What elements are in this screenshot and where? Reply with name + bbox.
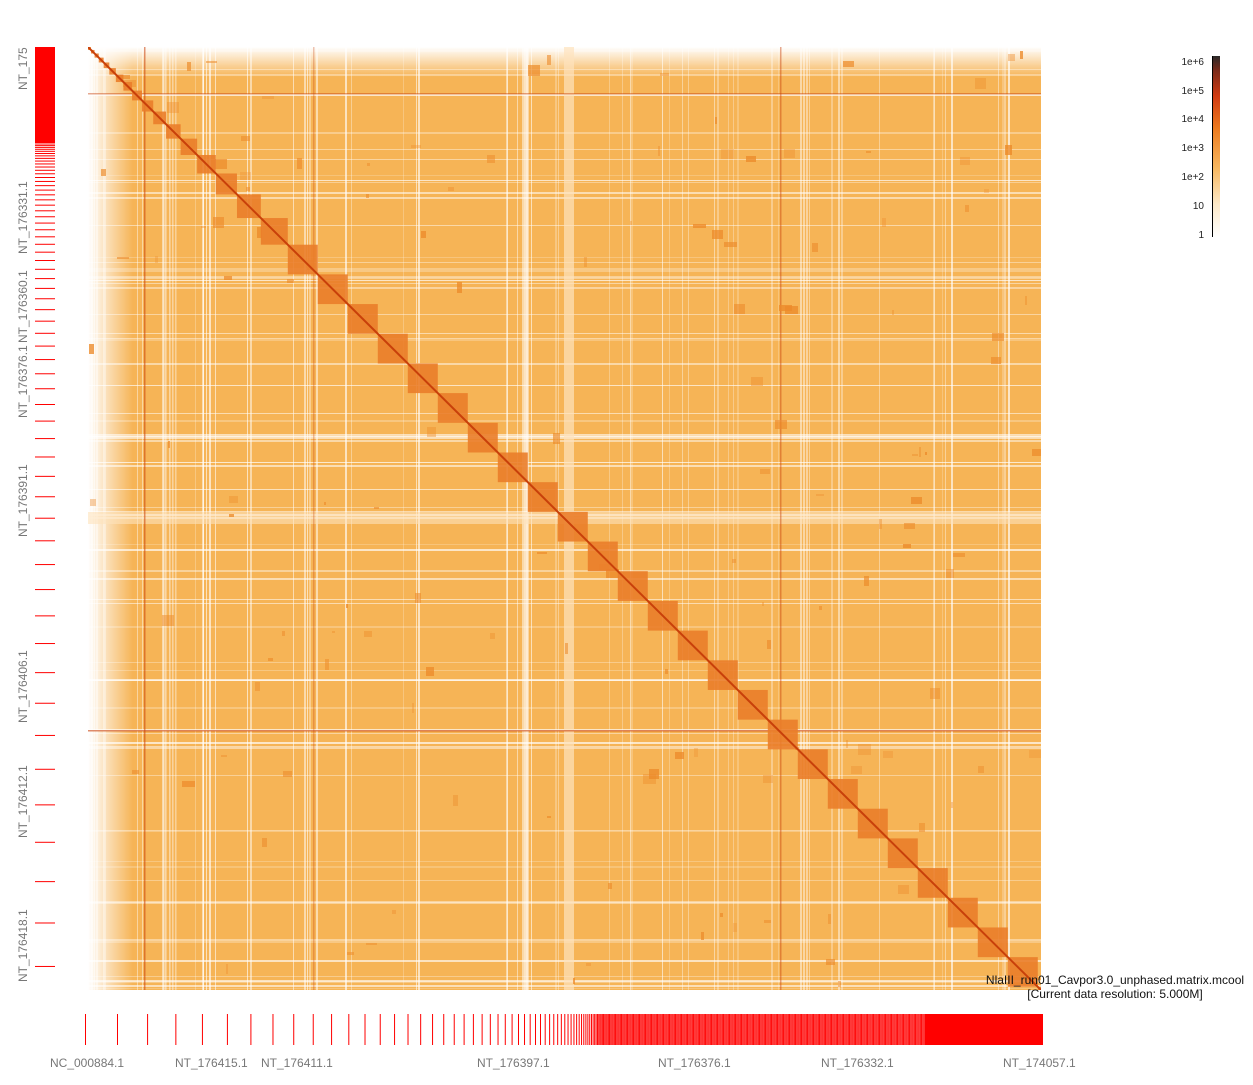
- dataset-info: NlaIII_run01_Cavpor3.0_unphased.matrix.m…: [979, 973, 1251, 1001]
- x-axis-label-6: NT_174057.1: [1003, 1056, 1076, 1070]
- colorbar-tick-0: 1e+6: [1181, 57, 1204, 68]
- x-axis-label-1: NT_176415.1: [175, 1056, 248, 1070]
- chromosome-track-bottom[interactable]: [85, 1014, 1043, 1045]
- colorbar-tick-2: 1e+4: [1181, 114, 1204, 125]
- y-axis-label-0: NT_175: [16, 47, 30, 90]
- y-axis-label-3: NT_176376.1: [16, 345, 30, 418]
- y-axis-label-4: NT_176391.1: [16, 464, 30, 537]
- heatmap-canvas[interactable]: [88, 47, 1041, 990]
- colorbar-tick-6: 1: [1198, 230, 1204, 241]
- colorbar-tick-4: 1e+2: [1181, 172, 1204, 183]
- x-axis-label-2: NT_176411.1: [261, 1056, 333, 1070]
- dataset-filename: NlaIII_run01_Cavpor3.0_unphased.matrix.m…: [985, 973, 1245, 987]
- y-axis-label-1: NT_176331.1: [16, 181, 30, 254]
- y-axis-label-5: NT_176406.1: [16, 650, 30, 723]
- y-axis-label-2: NT_176360.1: [16, 270, 30, 343]
- chromosome-track-left[interactable]: [35, 47, 55, 992]
- colorbar-tick-1: 1e+5: [1181, 86, 1204, 97]
- x-axis-label-0: NC_000884.1: [50, 1056, 125, 1070]
- contact-heatmap[interactable]: [88, 47, 1041, 990]
- x-axis-label-5: NT_176332.1: [821, 1056, 894, 1070]
- y-axis-label-6: NT_176412.1: [16, 765, 30, 838]
- dataset-resolution: [Current data resolution: 5.000M]: [1027, 987, 1203, 1001]
- x-axis-label-3: NT_176397.1: [477, 1056, 550, 1070]
- x-axis-label-4: NT_176376.1: [658, 1056, 731, 1070]
- colorbar-legend: [1212, 56, 1220, 237]
- colorbar-tick-3: 1e+3: [1181, 143, 1204, 154]
- y-axis-label-7: NT_176418.1: [16, 909, 30, 982]
- colorbar-tick-5: 10: [1192, 201, 1204, 212]
